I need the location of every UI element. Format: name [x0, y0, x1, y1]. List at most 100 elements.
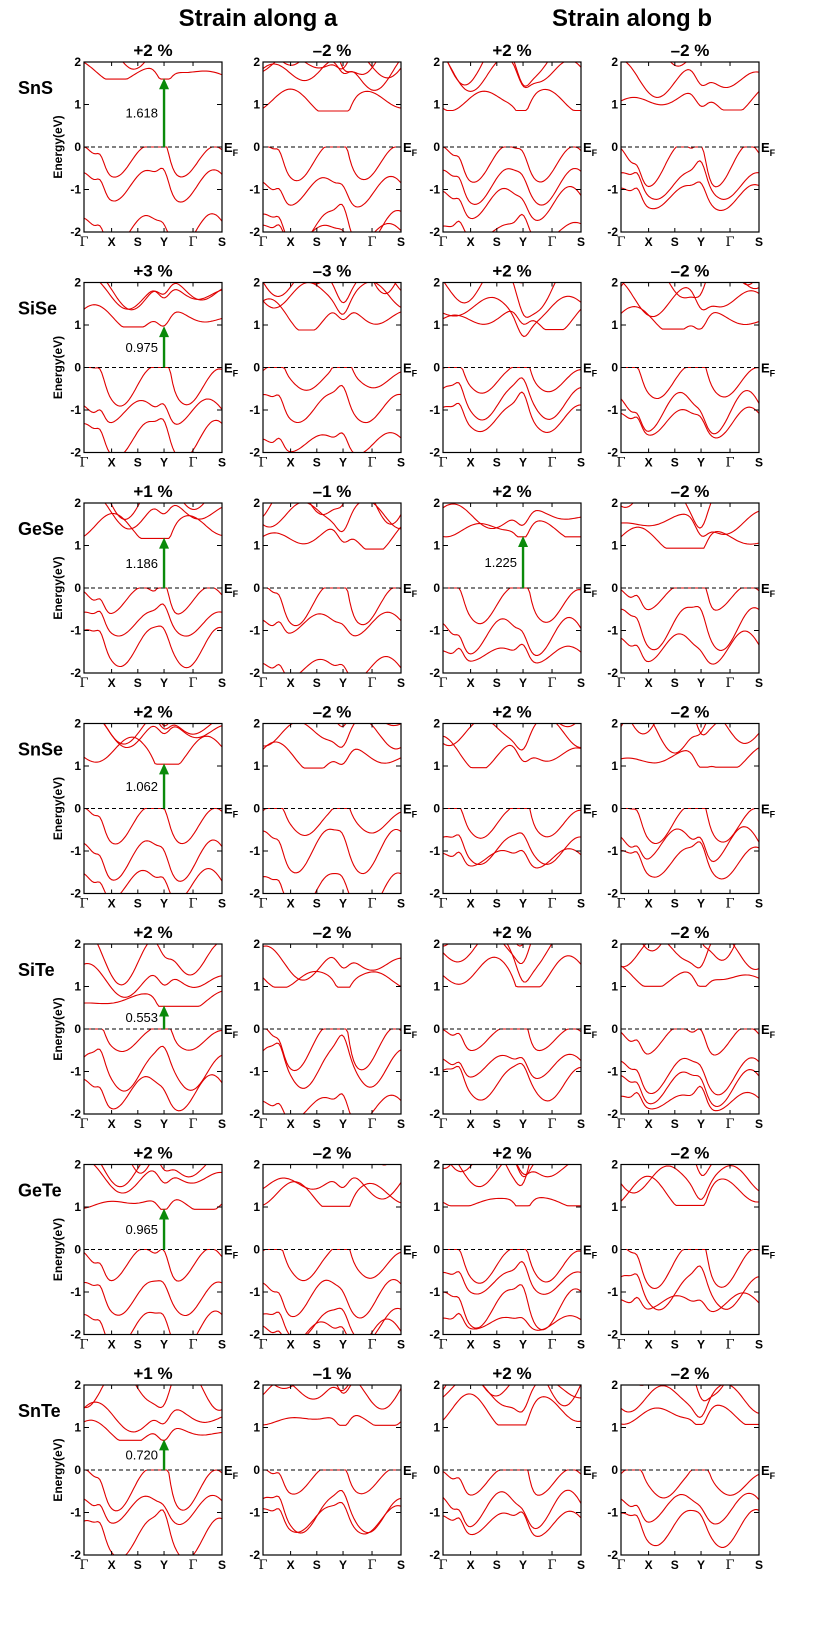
fermi-label: EF [761, 361, 776, 379]
y-tick-label: 1 [253, 759, 260, 773]
x-tick-label: Y [697, 676, 705, 690]
x-tick-label: Γ [548, 897, 557, 912]
band-gap-value: 1.618 [125, 106, 158, 121]
x-tick-label: S [671, 676, 679, 690]
y-tick-label: -1 [429, 1285, 440, 1299]
material-label-sns: SnS [18, 78, 53, 98]
y-tick-label: -2 [70, 887, 81, 901]
band-line [621, 406, 759, 439]
band-line [621, 282, 759, 318]
panel-site-3: –2 % -2 -1 0 1 2 Γ X S Y Γ S EF [607, 923, 775, 1132]
fermi-label: EF [224, 802, 239, 820]
x-tick-label: Y [697, 1558, 705, 1572]
y-tick-label: 0 [433, 581, 440, 595]
y-tick-label: -2 [607, 446, 618, 460]
y-tick-label: -1 [429, 844, 440, 858]
band-line [263, 1469, 401, 1495]
y-tick-label: -1 [607, 1506, 618, 1520]
x-tick-label: Γ [438, 456, 447, 471]
fermi-label: EF [403, 1463, 418, 1481]
x-tick-label: Γ [189, 897, 198, 912]
x-tick-label: Y [160, 676, 168, 690]
x-tick-label: S [218, 676, 226, 690]
x-tick-label: Γ [548, 1558, 557, 1573]
x-tick-label: S [671, 456, 679, 470]
x-tick-label: Γ [438, 1117, 447, 1132]
bands [84, 282, 222, 453]
band-line [263, 587, 401, 627]
y-tick-label: -2 [249, 887, 260, 901]
x-tick-label: S [671, 1558, 679, 1572]
x-tick-label: Γ [726, 1558, 735, 1573]
fermi-label: EF [583, 1022, 598, 1040]
fermi-label: EF [583, 1243, 598, 1261]
band-line [263, 1028, 401, 1072]
y-tick-label: 0 [611, 361, 618, 375]
y-tick-label: -2 [429, 1107, 440, 1121]
band-line [84, 304, 222, 328]
band-line [443, 848, 581, 869]
y-axis-label: Energy(eV) [51, 1218, 65, 1281]
fermi-label: EF [761, 1022, 776, 1040]
panel-gese-0: +1 % -2 -1 0 1 2 Γ X S Y Γ S EF 1.186 [70, 482, 238, 691]
band-line [263, 1415, 401, 1426]
x-tick-label: Γ [726, 897, 735, 912]
band-line [99, 282, 222, 310]
bands [443, 282, 581, 433]
band-line [84, 839, 222, 882]
x-tick-label: Γ [726, 1117, 735, 1132]
band-gap-value: 0.720 [125, 1448, 158, 1463]
y-tick-label: 1 [74, 318, 81, 332]
band-line [621, 282, 759, 299]
x-tick-label: S [397, 897, 405, 911]
x-tick-label: Γ [616, 456, 625, 471]
y-tick-label: 2 [74, 496, 81, 510]
band-line [621, 503, 712, 529]
band-line [443, 643, 581, 664]
x-tick-label: X [467, 676, 475, 690]
fermi-label: EF [403, 802, 418, 820]
band-line [84, 603, 222, 637]
x-tick-label: S [397, 676, 405, 690]
x-tick-label: S [313, 235, 321, 249]
band-line [621, 1292, 759, 1313]
fermi-label: EF [761, 802, 776, 820]
x-tick-label: Γ [726, 1338, 735, 1353]
y-tick-label: -2 [70, 225, 81, 239]
band-line [263, 282, 401, 315]
bands [621, 1385, 759, 1548]
y-tick-label: -1 [249, 183, 260, 197]
y-tick-label: -2 [249, 1328, 260, 1342]
band-line [443, 88, 581, 112]
fermi-label: EF [224, 1022, 239, 1040]
band-line [282, 62, 377, 75]
y-tick-label: -1 [607, 1065, 618, 1079]
x-tick-label: Y [160, 1338, 168, 1352]
x-tick-label: S [671, 897, 679, 911]
x-tick-label: Γ [548, 676, 557, 691]
y-axis-label: Energy(eV) [51, 777, 65, 840]
x-tick-label: Y [697, 235, 705, 249]
x-tick-label: S [755, 1558, 763, 1572]
band-line [263, 1318, 401, 1335]
y-tick-label: 1 [253, 1421, 260, 1435]
fermi-label: EF [403, 1243, 418, 1261]
band-line [443, 185, 581, 221]
y-tick-label: -1 [607, 403, 618, 417]
x-tick-label: S [755, 235, 763, 249]
bands [263, 945, 401, 1114]
panel-title: +2 % [492, 41, 531, 60]
band-gap-arrowhead [159, 78, 170, 90]
panel-frame [620, 943, 760, 1115]
band-line [621, 366, 759, 400]
panel-sns-0: +2 % -2 -1 0 1 2 Γ X S Y Γ S EF 1.618 [70, 41, 238, 250]
panel-site-1: –2 % -2 -1 0 1 2 Γ X S Y Γ S EF [249, 923, 417, 1132]
bands [443, 944, 581, 1102]
fermi-label: EF [403, 581, 418, 599]
x-tick-label: Y [339, 897, 347, 911]
panel-frame [83, 502, 223, 674]
fermi-label: EF [761, 581, 776, 599]
x-tick-label: Γ [438, 235, 447, 250]
bands [263, 1164, 401, 1335]
x-tick-label: S [134, 235, 142, 249]
